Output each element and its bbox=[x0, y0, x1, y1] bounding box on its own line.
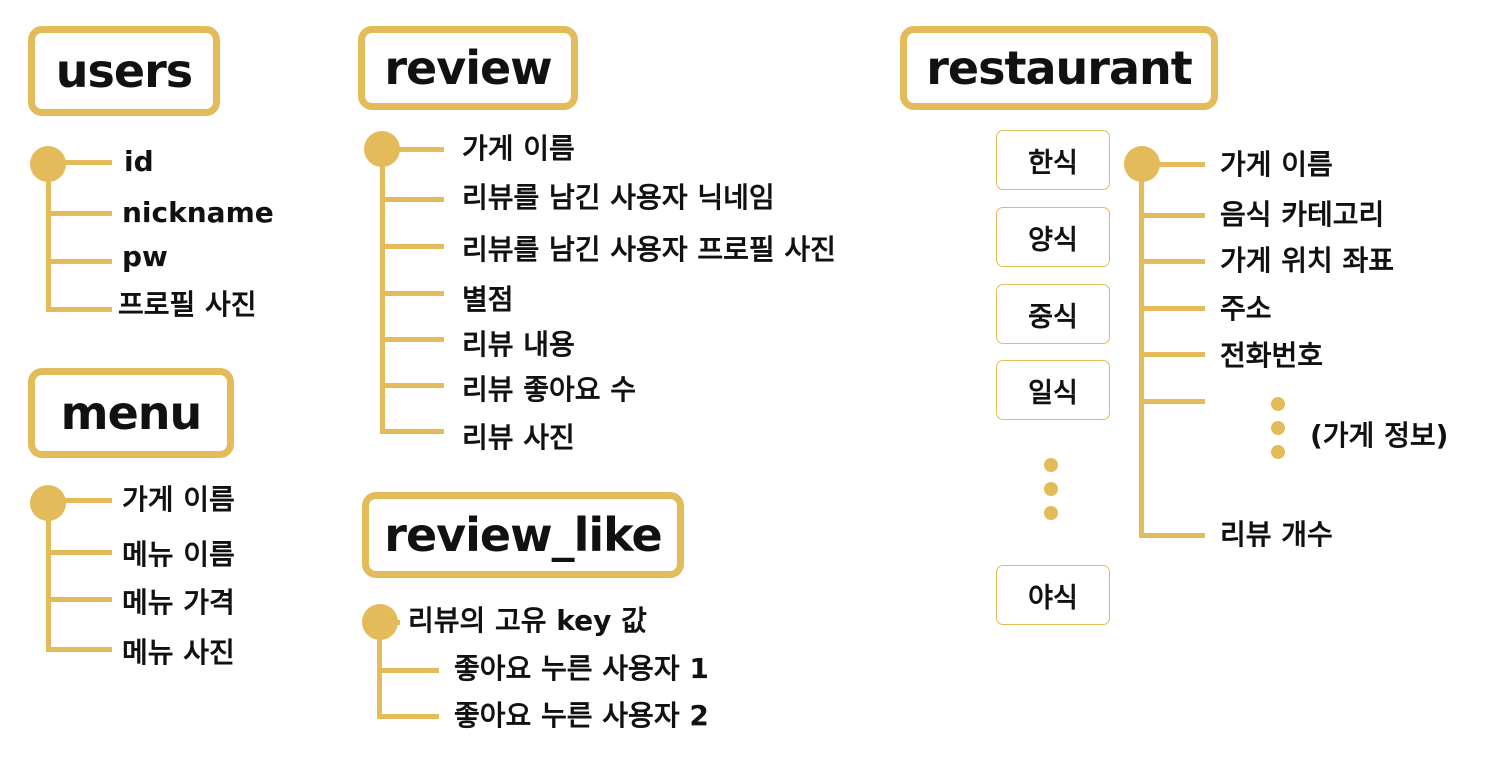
users-table-title: users bbox=[28, 26, 220, 116]
review-like-key-label: 리뷰의 고유 key 값 bbox=[408, 604, 647, 637]
users-field-profile-photo: 프로필 사진 bbox=[118, 288, 257, 321]
review-branch-3 bbox=[380, 291, 444, 296]
restaurant-category-late-night: 야식 bbox=[996, 565, 1110, 625]
users-tree-trunk bbox=[46, 162, 51, 312]
menu-table-title: menu bbox=[28, 368, 234, 458]
category-ellipsis-dot-1 bbox=[1044, 458, 1058, 472]
review-field-store-name: 가게 이름 bbox=[462, 132, 575, 165]
restaurant-table-title: restaurant bbox=[900, 26, 1218, 110]
review-like-user-1: 좋아요 누른 사용자 1 bbox=[454, 652, 709, 685]
review-branch-2 bbox=[380, 244, 444, 249]
users-field-nickname: nickname bbox=[122, 196, 274, 229]
restaurant-field-store-name: 가게 이름 bbox=[1220, 148, 1333, 181]
restaurant-field-location: 가게 위치 좌표 bbox=[1220, 244, 1395, 277]
review-like-table-title: review_like bbox=[362, 492, 684, 578]
review-like-branch-root bbox=[380, 620, 400, 625]
review-branch-0 bbox=[380, 147, 444, 152]
restaurant-branch-0 bbox=[1139, 162, 1205, 167]
restaurant-field-phone: 전화번호 bbox=[1220, 339, 1324, 372]
restaurant-branch-3 bbox=[1139, 306, 1205, 311]
review-field-rating: 별점 bbox=[462, 283, 514, 316]
category-ellipsis-dot-2 bbox=[1044, 482, 1058, 496]
restaurant-field-address: 주소 bbox=[1220, 292, 1272, 325]
restaurant-category-western: 양식 bbox=[996, 207, 1110, 267]
restaurant-category-chinese: 중식 bbox=[996, 284, 1110, 344]
restaurant-branch-2 bbox=[1139, 259, 1205, 264]
menu-field-menu-photo: 메뉴 사진 bbox=[122, 636, 235, 669]
review-branch-4 bbox=[380, 337, 444, 342]
restaurant-category-korean: 한식 bbox=[996, 130, 1110, 190]
review-field-like-count: 리뷰 좋아요 수 bbox=[462, 373, 637, 406]
restaurant-category-japanese: 일식 bbox=[996, 360, 1110, 420]
users-branch-profile bbox=[46, 307, 112, 312]
review-like-user-2: 좋아요 누른 사용자 2 bbox=[454, 699, 709, 732]
restaurant-field-food-category: 음식 카테고리 bbox=[1220, 198, 1385, 231]
menu-field-store-name: 가게 이름 bbox=[122, 483, 235, 516]
review-branch-1 bbox=[380, 197, 444, 202]
review-tree-trunk bbox=[380, 147, 385, 434]
users-branch-nickname bbox=[46, 211, 112, 216]
review-table-title: review bbox=[358, 26, 578, 110]
restaurant-ellipsis-dot-3 bbox=[1271, 445, 1285, 459]
restaurant-tree-trunk bbox=[1139, 162, 1144, 538]
users-field-pw: pw bbox=[122, 240, 168, 273]
restaurant-ellipsis-dot-2 bbox=[1271, 421, 1285, 435]
restaurant-branch-1 bbox=[1139, 213, 1205, 218]
restaurant-branch-4 bbox=[1139, 352, 1205, 357]
review-field-photo: 리뷰 사진 bbox=[462, 421, 575, 454]
menu-branch-store-name bbox=[46, 498, 112, 503]
menu-branch-price bbox=[46, 597, 112, 602]
restaurant-field-review-count: 리뷰 개수 bbox=[1220, 518, 1333, 551]
menu-field-menu-price: 메뉴 가격 bbox=[122, 586, 235, 619]
review-branch-5 bbox=[380, 383, 444, 388]
review-branch-6 bbox=[380, 429, 444, 434]
users-field-id: id bbox=[124, 145, 154, 178]
users-branch-id bbox=[46, 160, 112, 165]
restaurant-branch-6 bbox=[1139, 533, 1205, 538]
menu-tree-trunk bbox=[46, 500, 51, 652]
review-field-author-nickname: 리뷰를 남긴 사용자 닉네임 bbox=[462, 181, 775, 214]
review-field-author-photo: 리뷰를 남긴 사용자 프로필 사진 bbox=[462, 233, 836, 266]
review-field-content: 리뷰 내용 bbox=[462, 328, 575, 361]
users-branch-pw bbox=[46, 259, 112, 264]
menu-branch-menu-name bbox=[46, 550, 112, 555]
category-ellipsis-dot-3 bbox=[1044, 506, 1058, 520]
restaurant-ellipsis-dot-1 bbox=[1271, 397, 1285, 411]
review-like-branch-1 bbox=[377, 668, 439, 673]
menu-field-menu-name: 메뉴 이름 bbox=[122, 538, 235, 571]
restaurant-more-info-note: (가게 정보) bbox=[1310, 419, 1449, 452]
review-like-branch-2 bbox=[377, 714, 439, 719]
restaurant-branch-5 bbox=[1139, 399, 1205, 404]
menu-branch-photo bbox=[46, 647, 112, 652]
